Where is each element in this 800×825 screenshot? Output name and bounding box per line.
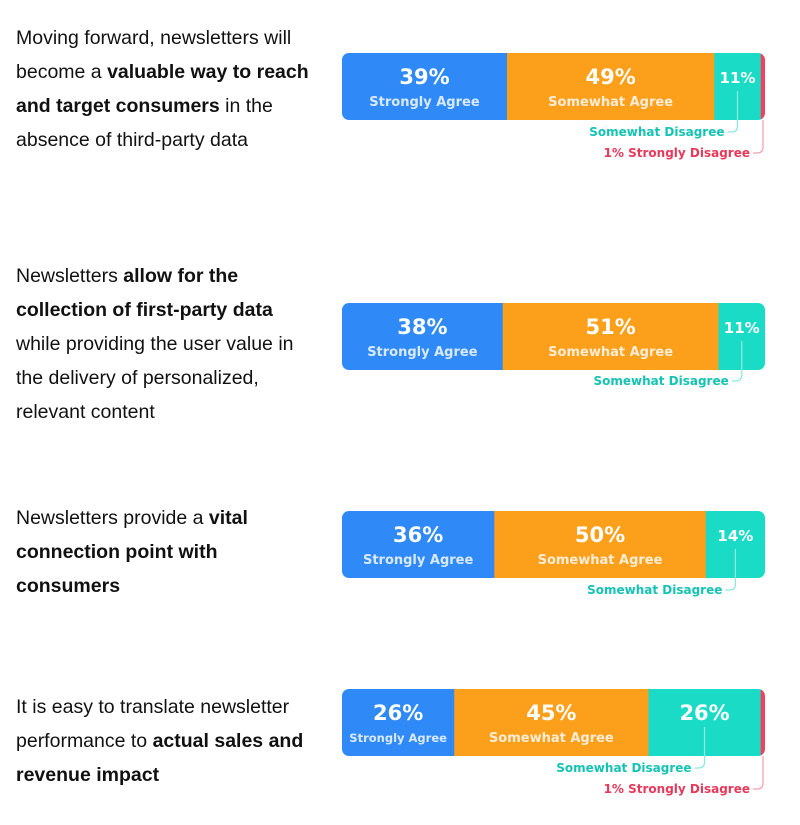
callout-leader-line xyxy=(725,549,737,591)
statement-1: Moving forward, newsletters will become … xyxy=(16,21,316,157)
segment-value: 39% xyxy=(399,65,449,89)
segment-label: Somewhat Agree xyxy=(548,95,673,110)
statement-emphasis: vital connection point with consumers xyxy=(16,507,248,597)
callout-strongly-disagree: 1% Strongly Disagree xyxy=(604,146,750,160)
segment-strongly-disagree xyxy=(760,53,765,120)
callout-somewhat-disagree: Somewhat Disagree xyxy=(589,125,724,139)
callout-leader-line xyxy=(694,727,706,769)
segment-label: Strongly Agree xyxy=(367,345,478,360)
statement-text: in the absence of third-party data xyxy=(16,95,273,151)
statement-emphasis: allow for the collection of first-party … xyxy=(16,265,273,321)
statement-4: It is easy to translate newsletter perfo… xyxy=(16,690,316,792)
segment-value: 14% xyxy=(717,527,753,545)
callout-leader-line xyxy=(753,120,764,154)
segment-somewhat-agree xyxy=(506,53,715,120)
statement-2: Newsletters allow for the collection of … xyxy=(16,259,316,429)
segment-value: 26% xyxy=(373,701,423,725)
segment-value: 51% xyxy=(585,315,635,339)
statement-text: Newsletters provide a xyxy=(16,507,209,529)
callout-somewhat-disagree: Somewhat Disagree xyxy=(587,583,722,597)
callout-somewhat-disagree: Somewhat Disagree xyxy=(556,761,691,775)
statement-3: Newsletters provide a vital connection p… xyxy=(16,501,316,603)
segment-somewhat-agree xyxy=(494,511,707,578)
segment-label: Strongly Agree xyxy=(369,95,480,110)
bar-1: 39% Strongly Agree 49% Somewhat Agree 11% Som… xyxy=(342,53,765,160)
segment-label: Somewhat Agree xyxy=(489,731,614,746)
bar-4: 26% Strongly Agree 45% Somewhat Agree 26% Som… xyxy=(342,689,765,796)
segment-value: 26% xyxy=(679,701,729,725)
statement-text: Moving forward, newsletters will become … xyxy=(16,27,292,83)
segment-somewhat-agree xyxy=(502,303,719,370)
segment-value: 49% xyxy=(585,65,635,89)
segment-strongly-agree xyxy=(342,689,455,756)
callout-strongly-disagree: 1% Strongly Disagree xyxy=(604,782,750,796)
statement-emphasis: valuable way to reach and target consume… xyxy=(16,61,309,117)
segment-value: 11% xyxy=(720,69,756,87)
segment-strongly-agree xyxy=(342,303,504,370)
statement-text: Newsletters xyxy=(16,265,124,287)
statement-emphasis: actual sales and revenue impact xyxy=(16,730,304,786)
segment-label: Strongly Agree xyxy=(349,731,447,745)
segment-somewhat-agree xyxy=(454,689,649,756)
statement-text: while providing the user value in the de… xyxy=(16,333,294,423)
segment-strongly-disagree xyxy=(760,689,765,756)
segment-label: Somewhat Agree xyxy=(548,345,673,360)
segment-label: Somewhat Agree xyxy=(538,553,663,568)
segment-value: 11% xyxy=(724,319,760,337)
segment-strongly-agree xyxy=(342,53,508,120)
callout-somewhat-disagree: Somewhat Disagree xyxy=(593,374,728,388)
segment-label: Strongly Agree xyxy=(363,553,474,568)
segment-value: 38% xyxy=(397,315,447,339)
segment-value: 50% xyxy=(575,523,625,547)
bar-3: 36% Strongly Agree 50% Somewhat Agree 14% Som… xyxy=(342,511,765,597)
bar-2: 38% Strongly Agree 51% Somewhat Agree 11% Som… xyxy=(342,303,765,388)
callout-leader-line xyxy=(731,341,743,382)
callout-leader-line xyxy=(727,91,739,133)
segment-value: 45% xyxy=(526,701,576,725)
callout-leader-line xyxy=(753,756,764,790)
segment-strongly-agree xyxy=(342,511,495,578)
statement-text: It is easy to translate newsletter perfo… xyxy=(16,696,290,752)
segment-value: 36% xyxy=(393,523,443,547)
